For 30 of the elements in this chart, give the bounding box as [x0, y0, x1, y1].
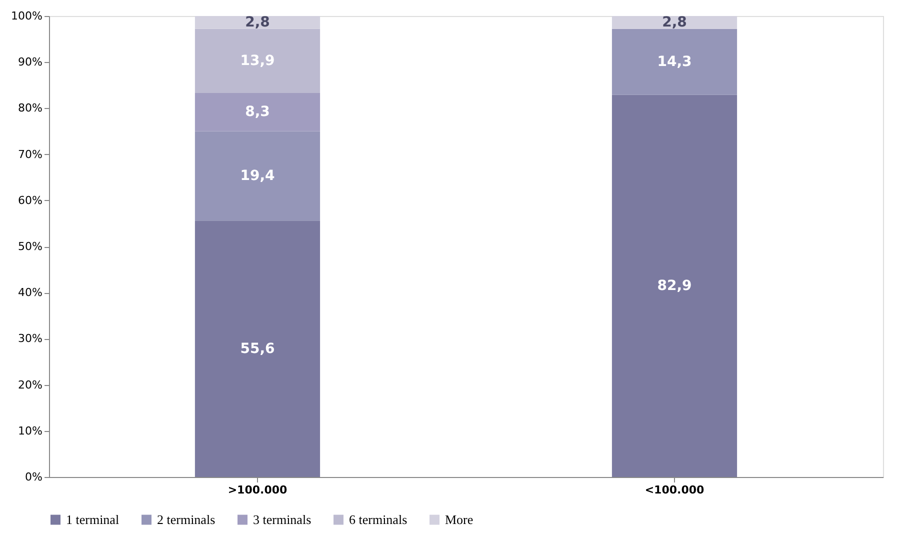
data-label: 14,3 — [657, 54, 692, 70]
y-tick-label: 100% — [11, 10, 42, 22]
y-tick-label: 0% — [25, 470, 42, 484]
y-tick-label: 60% — [18, 194, 42, 207]
x-tick-label: >100.000 — [228, 484, 288, 496]
data-label: 8,3 — [245, 104, 270, 120]
x-tick-label: <100.000 — [644, 484, 704, 496]
bar — [612, 28, 738, 95]
data-label: 55,6 — [240, 340, 275, 357]
data-label: 2,8 — [245, 14, 270, 30]
bar — [194, 220, 320, 477]
data-label: 13,9 — [240, 52, 275, 69]
legend-label: 3 terminals — [253, 512, 312, 527]
legend-label: More — [445, 512, 474, 527]
y-tick-label: 40% — [18, 286, 42, 300]
legend-label: 2 terminals — [157, 512, 216, 527]
data-label: 2,8 — [662, 14, 687, 30]
bar — [194, 28, 320, 93]
y-tick-label: 10% — [18, 424, 42, 438]
y-tick-label: 20% — [18, 378, 42, 392]
legend-label: 1 terminal — [66, 512, 120, 527]
y-tick-label: 30% — [18, 332, 42, 346]
y-tick-label: 80% — [18, 102, 42, 115]
y-tick-label: 70% — [18, 148, 42, 161]
legend-label: 6 terminals — [349, 512, 408, 527]
bar — [612, 94, 738, 477]
y-tick-label: 90% — [18, 56, 42, 69]
data-label: 19,4 — [240, 168, 276, 184]
y-tick-label: 50% — [18, 240, 42, 253]
data-label: 82,9 — [657, 278, 692, 294]
